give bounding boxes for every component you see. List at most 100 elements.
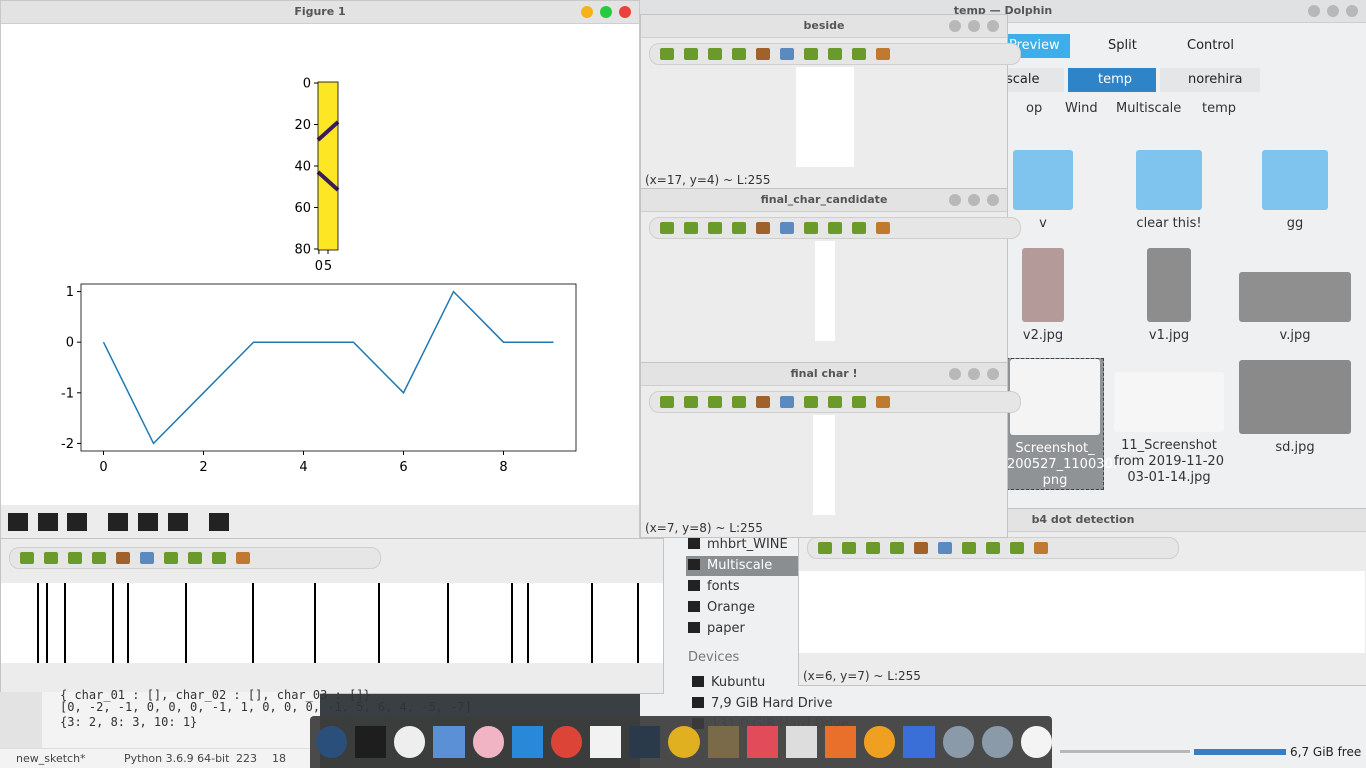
axes-frame bbox=[80, 283, 577, 452]
zoom-slider[interactable] bbox=[1060, 750, 1190, 753]
x-tick-label: 0 bbox=[315, 259, 323, 274]
place-label: Multiscale bbox=[707, 558, 773, 573]
dock-icon[interactable] bbox=[668, 726, 700, 758]
file-item[interactable]: clear this! bbox=[1111, 150, 1227, 232]
status-item[interactable]: new_sketch* bbox=[16, 752, 86, 765]
file-item[interactable]: Screenshot_ 200527_110030. png bbox=[1006, 358, 1117, 490]
forward-button[interactable] bbox=[67, 513, 87, 531]
dock-icon[interactable] bbox=[511, 726, 543, 758]
x-tick-label: 4 bbox=[299, 460, 307, 475]
back-button[interactable] bbox=[38, 513, 58, 531]
file-name: v2.jpg bbox=[1022, 328, 1064, 343]
y-tick-label: 0 bbox=[66, 336, 74, 351]
selection bbox=[686, 556, 798, 576]
status-item[interactable]: Python 3.6.9 64-bit bbox=[124, 752, 230, 765]
dock-icon[interactable] bbox=[903, 726, 935, 758]
status-item[interactable]: 223 bbox=[236, 752, 257, 765]
breadcrumb[interactable]: Multiscale bbox=[1116, 101, 1182, 116]
file-item[interactable]: v bbox=[985, 150, 1101, 232]
dock-icon[interactable] bbox=[707, 726, 739, 758]
place[interactable]: Orange bbox=[688, 600, 755, 615]
file-name: v bbox=[1039, 216, 1047, 231]
figure-toolbar[interactable] bbox=[1, 505, 639, 538]
window-title: final char ! bbox=[641, 363, 1007, 386]
dock bbox=[310, 716, 1052, 768]
device-label: Kubuntu bbox=[711, 675, 766, 690]
place[interactable]: fonts bbox=[688, 579, 740, 594]
tab[interactable]: temp bbox=[1068, 68, 1156, 92]
file-item[interactable]: v.jpg bbox=[1237, 272, 1353, 344]
file-name: v.jpg bbox=[1279, 328, 1311, 343]
y-tick-label: 60 bbox=[294, 201, 311, 216]
viewer-window: final_char_candidate bbox=[640, 188, 1021, 364]
y-tick-label: -2 bbox=[61, 437, 74, 452]
configure-button[interactable] bbox=[168, 513, 188, 531]
breadcrumb[interactable]: op bbox=[1026, 101, 1043, 116]
dock-icon[interactable] bbox=[590, 726, 622, 758]
viewer-image bbox=[799, 571, 1365, 653]
activity-bar bbox=[0, 692, 42, 748]
file-item[interactable]: v2.jpg bbox=[985, 248, 1101, 344]
file-item[interactable]: sd.jpg bbox=[1237, 360, 1353, 456]
viewer-window: beside (x=17, y=4) ~ L:255 bbox=[640, 14, 1021, 190]
place[interactable]: mhbrt_WINE bbox=[688, 537, 788, 552]
toolbar-button[interactable]: Split bbox=[1108, 38, 1137, 53]
file-name: 11_Screenshot from 2019-11-20 03-01-14.j… bbox=[1114, 438, 1224, 485]
tab[interactable]: norehira bbox=[1160, 68, 1260, 92]
file-item[interactable]: gg bbox=[1237, 150, 1353, 232]
viewer-toolbar[interactable] bbox=[649, 391, 1021, 413]
file-item[interactable]: 11_Screenshot from 2019-11-20 03-01-14.j… bbox=[1111, 372, 1227, 486]
dock-icon[interactable] bbox=[981, 726, 1013, 758]
home-button[interactable] bbox=[8, 513, 28, 531]
viewer-image bbox=[796, 67, 854, 167]
window-controls bbox=[1301, 5, 1358, 21]
place[interactable]: Multiscale bbox=[688, 558, 772, 573]
dock-icon[interactable] bbox=[550, 726, 583, 758]
free-space: 6,7 GiB free bbox=[1290, 745, 1362, 759]
dock-icon[interactable] bbox=[942, 726, 974, 758]
viewer-status: (x=7, y=8) ~ L:255 bbox=[645, 521, 763, 535]
dock-icon[interactable] bbox=[433, 726, 465, 758]
window-title: beside bbox=[641, 15, 1007, 38]
device[interactable]: 7,9 GiB Hard Drive bbox=[692, 696, 832, 711]
dock-icon[interactable] bbox=[864, 726, 896, 758]
dock-icon[interactable] bbox=[629, 726, 661, 758]
viewer-image bbox=[813, 415, 835, 515]
zoom-button[interactable] bbox=[138, 513, 158, 531]
dock-icon[interactable] bbox=[746, 726, 778, 758]
breadcrumb[interactable]: Wind bbox=[1065, 101, 1098, 116]
window-controls bbox=[942, 20, 999, 36]
dock-icon[interactable] bbox=[1020, 726, 1052, 758]
place-label: paper bbox=[707, 621, 745, 636]
status-item[interactable]: 18 bbox=[272, 752, 286, 765]
file-name: v1.jpg bbox=[1148, 328, 1190, 343]
dock-icon[interactable] bbox=[785, 726, 818, 758]
tab[interactable]: scale bbox=[1006, 68, 1064, 92]
device[interactable]: Kubuntu bbox=[692, 675, 765, 690]
breadcrumb[interactable]: temp bbox=[1202, 101, 1237, 116]
dock-icon[interactable] bbox=[355, 726, 387, 758]
viewer-toolbar[interactable] bbox=[807, 537, 1179, 559]
dock-icon[interactable] bbox=[472, 726, 504, 758]
viewer-status: (x=17, y=4) ~ L:255 bbox=[645, 173, 771, 187]
viewer-toolbar[interactable] bbox=[649, 43, 1021, 65]
dock-icon[interactable] bbox=[825, 726, 857, 758]
device-label: 7,9 GiB Hard Drive bbox=[711, 696, 833, 711]
viewer-image bbox=[1, 583, 663, 663]
dock-icon[interactable] bbox=[316, 726, 348, 758]
viewer-toolbar[interactable] bbox=[649, 217, 1021, 239]
free-space-bar bbox=[1194, 749, 1286, 755]
y-tick-label: 20 bbox=[294, 118, 311, 133]
place[interactable]: paper bbox=[688, 621, 745, 636]
window-controls bbox=[574, 6, 631, 22]
pan-button[interactable] bbox=[108, 513, 128, 531]
x-tick-label: 5 bbox=[324, 259, 332, 274]
file-item[interactable]: v1.jpg bbox=[1111, 248, 1227, 344]
viewer-toolbar[interactable] bbox=[9, 547, 381, 569]
toolbar-button[interactable]: Control bbox=[1187, 38, 1234, 53]
save-button[interactable] bbox=[209, 513, 229, 531]
viewer-image bbox=[815, 241, 835, 341]
dock-icon[interactable] bbox=[394, 726, 426, 758]
